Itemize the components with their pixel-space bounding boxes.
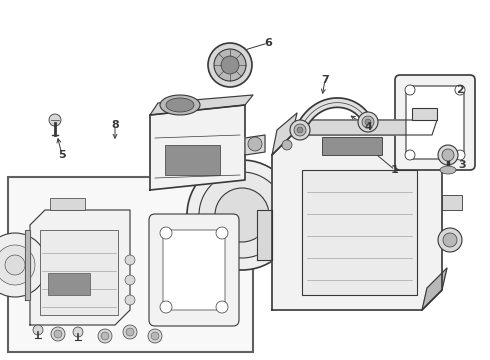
Circle shape bbox=[125, 295, 135, 305]
Circle shape bbox=[362, 116, 374, 128]
Circle shape bbox=[443, 233, 457, 247]
FancyBboxPatch shape bbox=[395, 75, 475, 170]
Polygon shape bbox=[257, 210, 272, 260]
Ellipse shape bbox=[166, 98, 194, 112]
Bar bbox=[165, 145, 220, 175]
Circle shape bbox=[125, 275, 135, 285]
Polygon shape bbox=[245, 135, 265, 155]
Circle shape bbox=[216, 227, 228, 239]
Text: 1: 1 bbox=[391, 165, 399, 175]
Bar bbox=[322, 137, 382, 155]
FancyBboxPatch shape bbox=[149, 214, 239, 326]
Bar bbox=[8, 177, 253, 352]
Circle shape bbox=[215, 188, 269, 242]
Circle shape bbox=[438, 228, 462, 252]
Circle shape bbox=[148, 329, 162, 343]
Circle shape bbox=[101, 332, 109, 340]
Circle shape bbox=[54, 330, 62, 338]
Polygon shape bbox=[150, 105, 245, 190]
Ellipse shape bbox=[440, 166, 456, 174]
Circle shape bbox=[455, 150, 465, 160]
Circle shape bbox=[0, 245, 35, 285]
Text: 4: 4 bbox=[364, 122, 372, 132]
Circle shape bbox=[216, 301, 228, 313]
Circle shape bbox=[33, 325, 43, 335]
Circle shape bbox=[208, 43, 252, 87]
FancyBboxPatch shape bbox=[163, 230, 225, 310]
Bar bbox=[442, 195, 462, 210]
Text: 3: 3 bbox=[458, 160, 466, 170]
Circle shape bbox=[151, 332, 159, 340]
Circle shape bbox=[358, 112, 378, 132]
Circle shape bbox=[438, 145, 458, 165]
Circle shape bbox=[365, 119, 371, 125]
Bar bbox=[40, 230, 118, 315]
Text: 2: 2 bbox=[456, 85, 464, 95]
Circle shape bbox=[455, 85, 465, 95]
Polygon shape bbox=[150, 95, 253, 115]
Text: 8: 8 bbox=[111, 120, 119, 130]
Circle shape bbox=[282, 140, 292, 150]
Polygon shape bbox=[422, 268, 447, 310]
Circle shape bbox=[0, 233, 47, 297]
FancyBboxPatch shape bbox=[406, 86, 464, 159]
Circle shape bbox=[160, 301, 172, 313]
Circle shape bbox=[297, 127, 303, 133]
Circle shape bbox=[294, 124, 306, 136]
Ellipse shape bbox=[160, 95, 200, 115]
Circle shape bbox=[221, 56, 239, 74]
Circle shape bbox=[126, 328, 134, 336]
Bar bbox=[412, 108, 437, 120]
Bar bbox=[302, 170, 417, 295]
Circle shape bbox=[51, 327, 65, 341]
Circle shape bbox=[199, 172, 285, 258]
Text: 6: 6 bbox=[264, 38, 272, 48]
Circle shape bbox=[123, 325, 137, 339]
Circle shape bbox=[73, 327, 83, 337]
Circle shape bbox=[160, 227, 172, 239]
Circle shape bbox=[49, 114, 61, 126]
Circle shape bbox=[187, 160, 297, 270]
Text: 7: 7 bbox=[321, 75, 329, 85]
Circle shape bbox=[214, 49, 246, 81]
Polygon shape bbox=[272, 135, 442, 310]
Circle shape bbox=[248, 137, 262, 151]
Circle shape bbox=[405, 85, 415, 95]
Circle shape bbox=[290, 120, 310, 140]
Polygon shape bbox=[25, 230, 30, 300]
Circle shape bbox=[5, 255, 25, 275]
Circle shape bbox=[442, 149, 454, 161]
Bar bbox=[50, 198, 85, 210]
Polygon shape bbox=[30, 210, 130, 325]
Circle shape bbox=[98, 329, 112, 343]
Circle shape bbox=[125, 255, 135, 265]
Circle shape bbox=[405, 150, 415, 160]
Bar bbox=[48, 273, 90, 295]
Polygon shape bbox=[272, 113, 297, 155]
Text: 5: 5 bbox=[58, 150, 66, 160]
Polygon shape bbox=[297, 120, 437, 135]
